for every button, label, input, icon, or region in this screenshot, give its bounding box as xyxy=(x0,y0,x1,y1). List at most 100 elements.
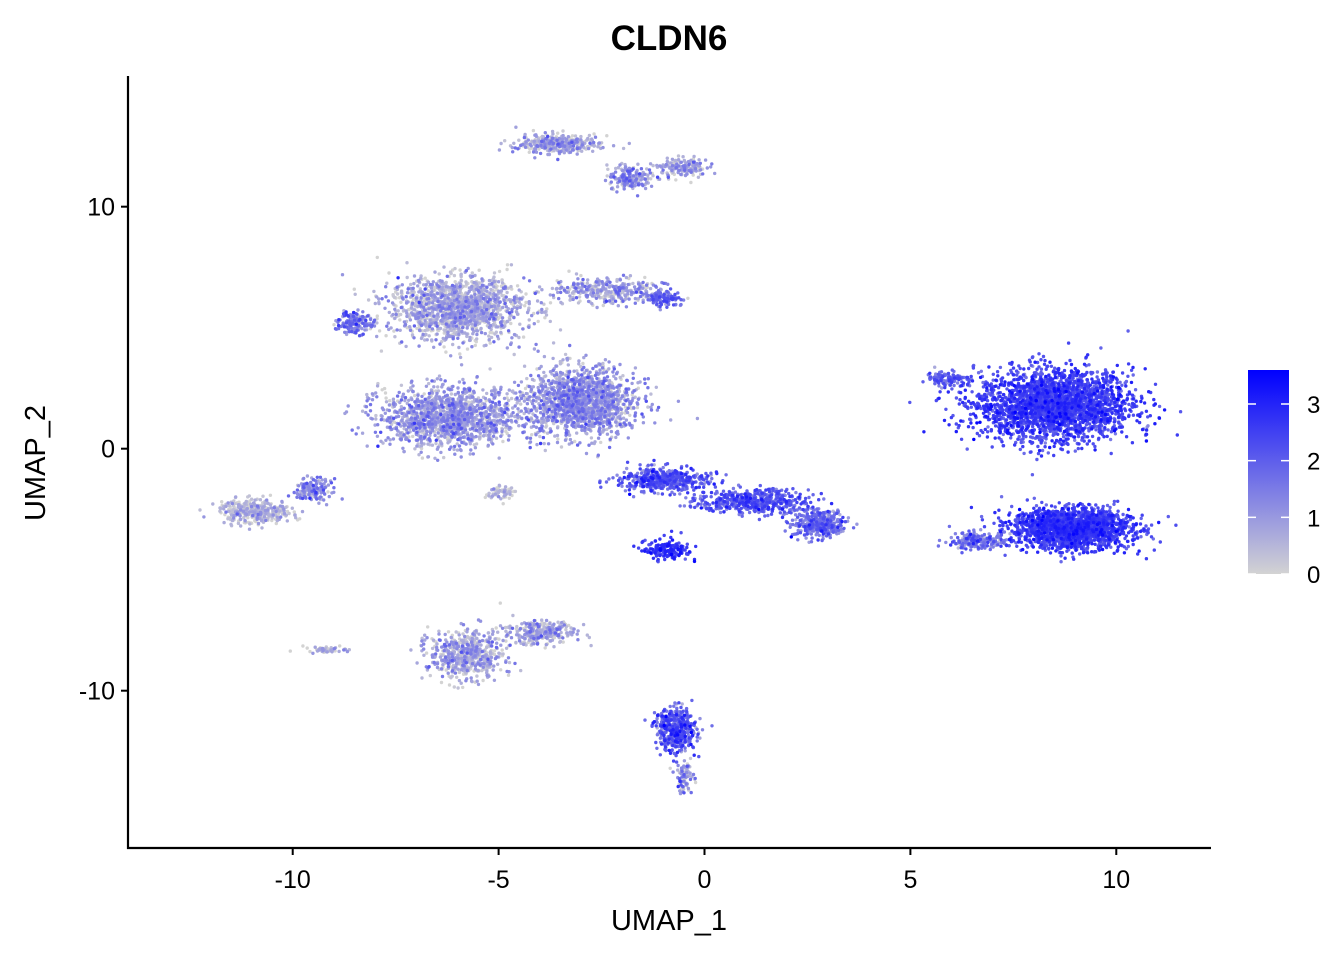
cell-point xyxy=(611,144,616,148)
cell-point xyxy=(590,294,595,298)
cell-point xyxy=(501,638,505,643)
cell-point xyxy=(440,287,444,291)
cell-point xyxy=(232,499,236,503)
cell-point xyxy=(497,289,501,294)
cell-point xyxy=(461,640,466,644)
cell-point xyxy=(621,146,626,151)
cell-point xyxy=(308,649,312,654)
cell-point xyxy=(458,352,462,356)
cell-point xyxy=(546,152,550,157)
cell-point xyxy=(483,396,488,401)
cell-point xyxy=(636,162,640,166)
cell-point xyxy=(499,643,503,647)
cell-point xyxy=(625,410,630,415)
cell-point xyxy=(564,627,568,632)
cell-point xyxy=(504,646,509,650)
cell-point xyxy=(425,338,429,342)
cell-point xyxy=(408,325,412,329)
cell-point xyxy=(438,655,443,659)
cell-point xyxy=(509,263,514,267)
cell-point xyxy=(656,491,660,496)
cell-point xyxy=(548,301,553,305)
cell-point xyxy=(287,511,291,516)
cell-point xyxy=(422,653,426,657)
cell-point xyxy=(540,618,544,622)
cell-point xyxy=(481,388,485,392)
cell-point xyxy=(515,284,520,288)
cell-point xyxy=(643,275,647,280)
cell-point xyxy=(403,398,407,403)
cell-point xyxy=(505,267,509,272)
cell-point xyxy=(497,412,501,416)
cell-point xyxy=(565,631,569,635)
cell-point xyxy=(498,601,502,605)
cell-point xyxy=(551,341,556,345)
cell-point xyxy=(375,434,380,438)
cell-point xyxy=(405,314,409,319)
cell-point xyxy=(459,272,463,276)
cell-point xyxy=(413,308,417,312)
cell-point xyxy=(506,673,511,677)
cell-point xyxy=(422,392,426,396)
cell-point xyxy=(440,442,444,446)
cell-point xyxy=(415,326,419,331)
cell-point xyxy=(605,174,609,178)
cell-point xyxy=(548,621,552,626)
cell-point xyxy=(655,163,659,168)
cell-point xyxy=(475,329,479,333)
cell-point xyxy=(439,340,444,344)
cell-point xyxy=(377,301,381,306)
cell-point xyxy=(399,383,404,387)
cell-point xyxy=(505,396,509,400)
cell-point xyxy=(406,389,410,393)
cell-point xyxy=(423,328,427,333)
cell-point xyxy=(453,266,457,271)
cell-point xyxy=(496,630,500,634)
cell-point xyxy=(488,650,492,655)
cell-point xyxy=(451,342,455,347)
cell-point xyxy=(224,504,228,508)
cell-point xyxy=(496,325,500,329)
cell-point xyxy=(324,503,329,507)
cell-point xyxy=(496,303,501,308)
cell-point xyxy=(646,405,650,409)
cell-point xyxy=(387,271,391,275)
cell-point xyxy=(518,322,522,326)
cell-point xyxy=(405,311,409,315)
cell-point xyxy=(420,636,424,640)
cell-point xyxy=(508,492,512,496)
cell-point xyxy=(236,521,241,526)
cell-point xyxy=(522,399,527,403)
cell-point xyxy=(680,702,684,706)
cell-point xyxy=(459,363,464,367)
cell-point xyxy=(452,327,456,331)
cell-point xyxy=(409,282,413,287)
cell-point xyxy=(449,676,453,680)
cell-point xyxy=(566,363,570,367)
cell-point xyxy=(509,396,514,401)
cell-point xyxy=(544,313,549,317)
cell-point xyxy=(669,418,673,422)
cell-point xyxy=(392,329,396,333)
cell-point xyxy=(527,300,531,304)
cell-point xyxy=(465,390,469,394)
cell-point xyxy=(517,288,521,292)
cell-point xyxy=(211,502,215,506)
cell-point xyxy=(940,386,944,390)
cell-point xyxy=(537,285,542,289)
cell-point xyxy=(250,497,254,501)
cell-point xyxy=(514,125,518,129)
cell-point xyxy=(481,434,486,438)
cell-point xyxy=(574,272,579,276)
cell-point xyxy=(486,631,490,635)
cell-point xyxy=(500,648,504,652)
cell-point xyxy=(697,158,701,162)
cell-point xyxy=(548,319,552,324)
cell-point xyxy=(509,486,514,490)
cell-point xyxy=(485,289,489,293)
cell-point xyxy=(523,628,527,633)
cell-point xyxy=(577,295,582,299)
cell-point xyxy=(440,383,445,387)
cell-point xyxy=(627,141,631,146)
cell-point xyxy=(529,417,534,421)
